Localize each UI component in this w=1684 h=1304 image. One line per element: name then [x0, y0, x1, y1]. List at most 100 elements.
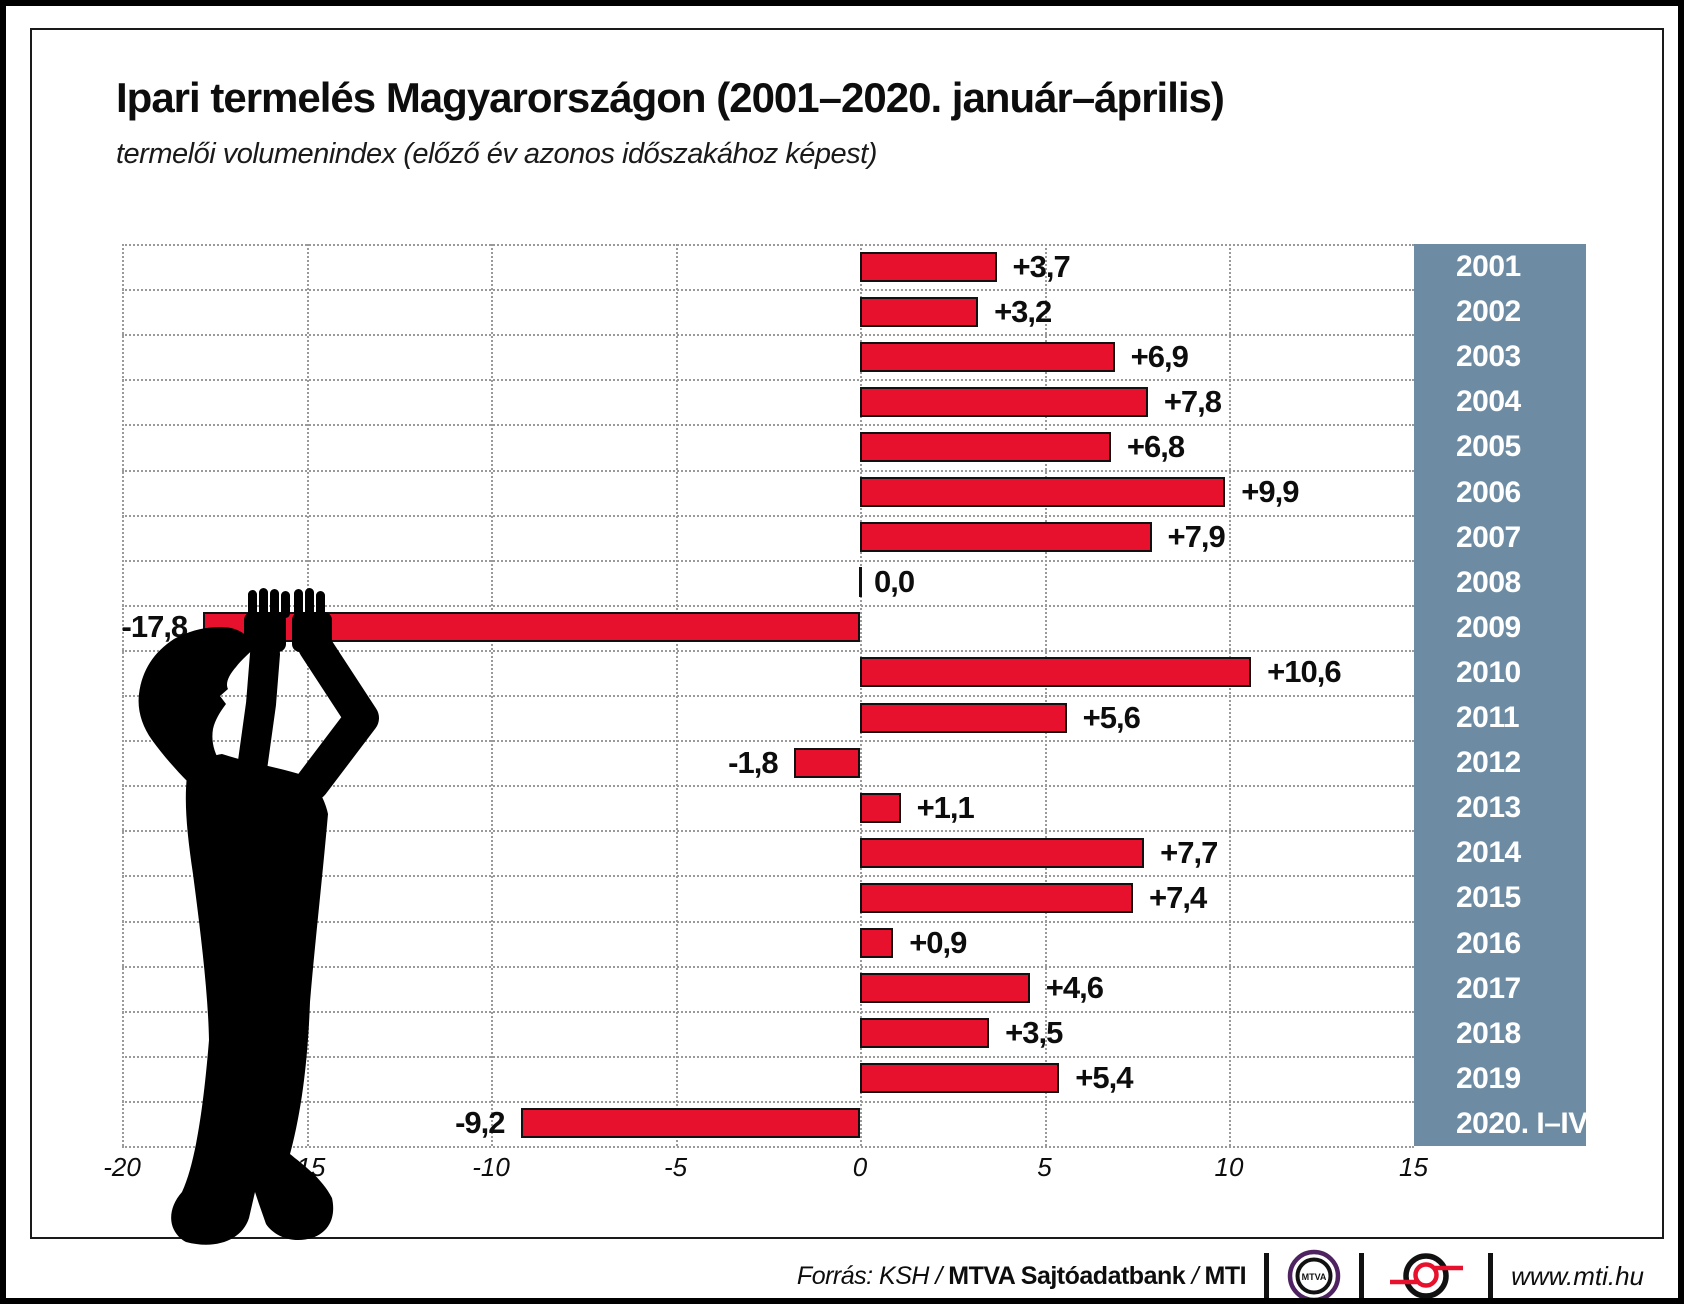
year-label-2018: 2018 — [1456, 1016, 1521, 1050]
mti-logo-icon — [1390, 1253, 1464, 1298]
bar-chart: +3,7 2001 +3,2 2002 +6,9 2003 +7,8 2004 +6,8 2005… — [6, 6, 1678, 1298]
year-label-2009: 2009 — [1456, 610, 1521, 644]
year-label-2017: 2017 — [1456, 971, 1521, 1005]
value-label-2008: 0,0 — [874, 564, 915, 600]
bar-2012 — [793, 747, 860, 778]
x-axis-tick-label: 10 — [1214, 1152, 1244, 1182]
bar-2020. I–IV. — [520, 1108, 860, 1139]
gridline-vertical — [1044, 244, 1047, 1146]
footer-divider — [1264, 1253, 1270, 1298]
worker-silhouette-illustration — [138, 588, 379, 1245]
gridline-vertical — [306, 244, 309, 1146]
year-label-2014: 2014 — [1456, 836, 1521, 870]
bar-2015 — [860, 882, 1134, 913]
value-label-2018: +3,5 — [1005, 1015, 1063, 1051]
bar-2010 — [860, 657, 1252, 688]
footer-divider — [1359, 1253, 1365, 1298]
gridline-horizontal — [122, 740, 1414, 743]
x-axis-tick-label: -5 — [663, 1152, 688, 1182]
value-label-2011: +5,6 — [1082, 699, 1141, 735]
gridline-horizontal — [122, 289, 1414, 292]
value-label-2015: +7,4 — [1149, 879, 1207, 915]
year-label-2016: 2016 — [1456, 926, 1521, 960]
gridline-horizontal — [122, 559, 1414, 562]
gridline-vertical — [860, 244, 862, 1146]
year-label-2010: 2010 — [1456, 655, 1521, 689]
year-label-2019: 2019 — [1456, 1061, 1521, 1095]
bar-2014 — [860, 837, 1145, 868]
worker-front-arm — [236, 639, 280, 791]
gridline-vertical — [1229, 244, 1231, 1146]
value-label-2007: +7,9 — [1167, 519, 1226, 555]
bar-2011 — [860, 702, 1067, 733]
year-label-2020. I–IV.: 2020. I–IV. — [1456, 1106, 1593, 1140]
mtva-logo-icon: MTVA — [1287, 1249, 1341, 1298]
value-label-2001: +3,7 — [1012, 248, 1071, 284]
gridline-horizontal — [122, 695, 1414, 697]
gridline-horizontal — [122, 514, 1414, 517]
bar-2016 — [860, 928, 894, 958]
value-label-2014: +7,7 — [1160, 834, 1218, 870]
bar-2013 — [860, 792, 901, 823]
value-label-2003: +6,9 — [1130, 338, 1189, 374]
gridline-horizontal — [122, 379, 1414, 382]
source-agency: MTI — [1204, 1261, 1247, 1290]
x-axis-tick-label: 5 — [1037, 1152, 1052, 1182]
gridline-horizontal — [122, 920, 1414, 923]
gridline-horizontal — [122, 1146, 1414, 1148]
year-label-2002: 2002 — [1456, 295, 1521, 329]
mtva-logo-text: MTVA — [1302, 1272, 1327, 1282]
gridline-horizontal — [122, 334, 1414, 337]
value-label-2019: +5,4 — [1075, 1060, 1133, 1096]
bar-2001 — [860, 251, 997, 282]
value-label-2010: +10,6 — [1267, 654, 1341, 690]
year-label-2001: 2001 — [1456, 250, 1521, 283]
gridline-horizontal — [122, 244, 1414, 246]
source-divider: / — [1191, 1261, 1199, 1290]
bar-2018 — [860, 1018, 990, 1049]
bar-2007 — [860, 522, 1152, 553]
gridline-horizontal — [122, 1100, 1414, 1103]
gridline-horizontal — [122, 604, 1414, 607]
value-label-2016: +0,9 — [909, 925, 967, 960]
worker-head-cap — [138, 627, 255, 782]
gridline-vertical — [675, 244, 678, 1146]
source-org: MTVA Sajtóadatbank — [948, 1261, 1186, 1290]
year-label-2006: 2006 — [1456, 475, 1521, 509]
gridline-horizontal — [122, 875, 1414, 878]
gridline-horizontal — [122, 830, 1414, 833]
bar-2002 — [860, 296, 979, 327]
bar-2019 — [860, 1063, 1060, 1094]
x-axis-tick-label: 0 — [852, 1152, 868, 1182]
x-axis-tick-label: -20 — [103, 1152, 141, 1182]
value-label-2005: +6,8 — [1126, 428, 1185, 464]
value-label-2012: -1,8 — [728, 744, 778, 780]
x-axis-tick-label: -10 — [472, 1152, 510, 1182]
gridline-vertical — [122, 244, 124, 1146]
bar-2006 — [860, 477, 1226, 507]
value-label-2004: +7,8 — [1163, 383, 1222, 419]
gridline-horizontal — [122, 965, 1414, 968]
year-label-2008: 2008 — [1456, 565, 1521, 599]
value-label-2002: +3,2 — [994, 293, 1052, 329]
worker-body — [171, 754, 334, 1245]
year-label-2007: 2007 — [1456, 520, 1521, 554]
worker-back-arm — [295, 629, 379, 801]
value-label-2006: +9,9 — [1241, 474, 1299, 509]
year-label-2011: 2011 — [1456, 701, 1520, 734]
value-label-2013: +1,1 — [916, 789, 975, 825]
bar-2005 — [860, 431, 1111, 462]
footer-divider — [1488, 1253, 1494, 1298]
footer: Forrás: KSH / MTVA Sajtóadatbank / MTI M… — [797, 1244, 1644, 1298]
page-subtitle: termelői volumenindex (előző év azonos i… — [116, 138, 877, 170]
source-line: Forrás: KSH / MTVA Sajtóadatbank / MTI — [797, 1261, 1247, 1291]
gridline-horizontal — [122, 469, 1414, 472]
gridline-horizontal — [122, 649, 1414, 652]
gridline-vertical — [491, 244, 493, 1146]
value-label-2020. I–IV.: -9,2 — [455, 1105, 505, 1141]
inner-frame-border — [30, 28, 1664, 1239]
year-label-2004: 2004 — [1456, 385, 1521, 419]
year-label-2003: 2003 — [1456, 340, 1521, 374]
year-label-2015: 2015 — [1456, 881, 1521, 915]
